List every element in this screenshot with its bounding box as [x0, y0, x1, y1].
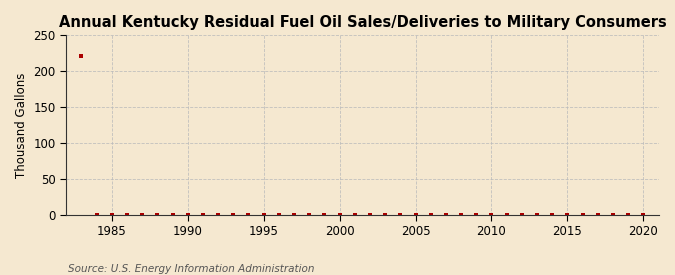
- Y-axis label: Thousand Gallons: Thousand Gallons: [15, 72, 28, 178]
- Text: Source: U.S. Energy Information Administration: Source: U.S. Energy Information Administ…: [68, 264, 314, 274]
- Title: Annual Kentucky Residual Fuel Oil Sales/Deliveries to Military Consumers: Annual Kentucky Residual Fuel Oil Sales/…: [59, 15, 666, 30]
